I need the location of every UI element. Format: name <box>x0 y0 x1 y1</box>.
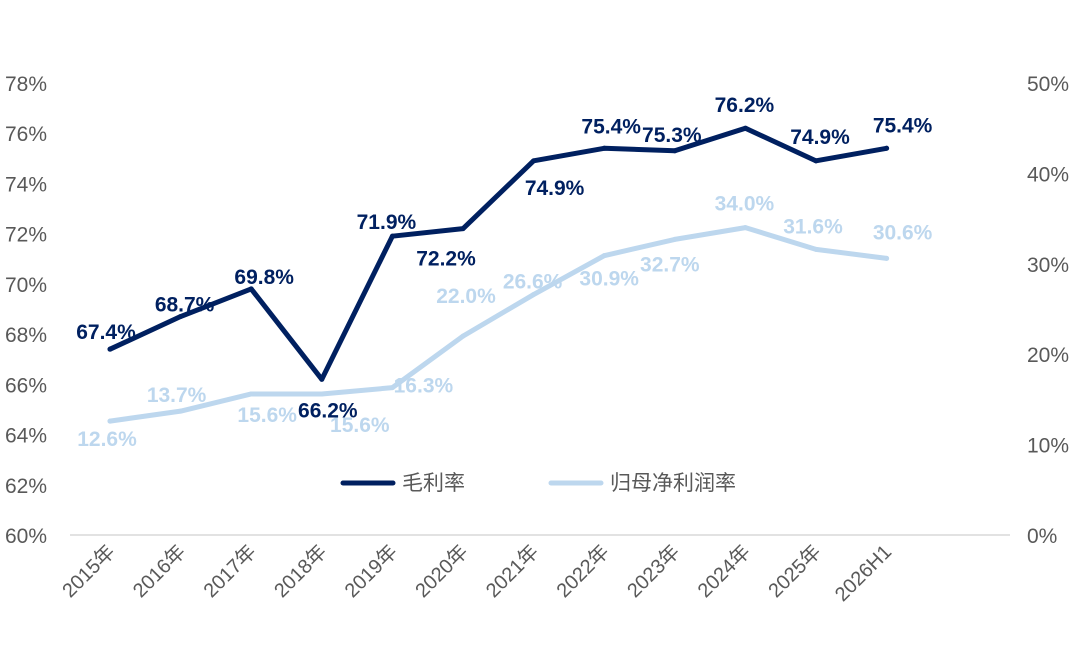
legend-label-gross-margin: 毛利率 <box>402 471 465 495</box>
gross-margin-data-label: 76.2% <box>715 94 775 117</box>
series-layer: 12.6%13.7%15.6% 15.6%16.3%22.0%26.6% 30.9%… <box>76 94 932 451</box>
right-tick-label: 10% <box>1027 435 1069 458</box>
net-margin-data-label: 13.7% <box>147 384 207 407</box>
gross-margin-data-label: 68.7% <box>155 294 215 317</box>
left-tick-label: 68% <box>5 324 47 347</box>
gross-margin-data-label: 75.4% <box>873 114 933 137</box>
net-margin-data-label: 31.6% <box>783 215 843 238</box>
x-tick-label: 2019年 <box>340 540 402 602</box>
legend: 毛利率 归母净利润率 <box>340 471 736 495</box>
x-tick-label: 2022年 <box>552 540 614 602</box>
gross-margin-data-label: 67.4% <box>76 321 136 344</box>
net-margin-data-label: 26.6% <box>503 271 563 294</box>
net-margin-point <box>389 385 395 391</box>
x-tick-label: 2015年 <box>58 540 120 602</box>
net-margin-point <box>248 391 254 397</box>
right-tick-label: 20% <box>1027 344 1069 367</box>
net-margin-point <box>107 418 113 424</box>
net-margin-point <box>884 255 890 261</box>
net-margin-point <box>742 225 748 231</box>
gross-margin-point <box>107 346 113 352</box>
right-y-axis: 0% 10% 20% 30% 40% 50% <box>1027 73 1069 548</box>
gross-margin-data-label: 69.8% <box>234 266 294 289</box>
left-tick-label: 64% <box>5 425 47 448</box>
left-tick-label: 74% <box>5 173 47 196</box>
gross-margin-point <box>742 125 748 131</box>
net-margin-data-label: 16.3% <box>394 375 454 398</box>
net-margin-point <box>601 253 607 259</box>
x-tick-label: 2017年 <box>199 540 261 602</box>
gross-margin-point <box>319 376 325 382</box>
net-margin-data-label: 32.7% <box>640 253 700 276</box>
gross-margin-point <box>178 314 184 320</box>
x-tick-label: 2021年 <box>481 540 543 602</box>
x-tick-label: 2026H1 <box>831 541 896 606</box>
right-tick-label: 50% <box>1027 73 1069 96</box>
gross-margin-point <box>884 145 890 151</box>
net-margin-data-label: 30.6% <box>873 221 933 244</box>
left-tick-label: 78% <box>5 73 47 96</box>
net-margin-data-label: 15.6% <box>330 414 390 437</box>
x-axis: 2015年 2016年 2017年 2018年 2019年 2020年 2021年 2022年… <box>58 540 896 606</box>
gross-margin-point <box>531 158 537 164</box>
net-margin-point <box>319 391 325 397</box>
left-y-axis: 60% 62% 64% 66% 68% 70% 72% 74% 76% 78% <box>5 73 47 548</box>
gross-margin-data-label: 75.4% <box>581 115 641 138</box>
net-margin-point <box>531 292 537 298</box>
right-tick-label: 30% <box>1027 254 1069 277</box>
left-tick-label: 62% <box>5 475 47 498</box>
net-margin-point <box>178 408 184 414</box>
x-tick-label: 2023年 <box>622 540 684 602</box>
x-tick-label: 2016年 <box>128 540 190 602</box>
left-tick-label: 60% <box>5 525 47 548</box>
x-tick-label: 2024年 <box>693 540 755 602</box>
right-tick-label: 0% <box>1027 525 1057 548</box>
gross-margin-point <box>601 145 607 151</box>
gross-margin-data-label: 75.3% <box>642 124 702 147</box>
series-line-net-margin <box>107 225 890 424</box>
gross-margin-data-label: 72.2% <box>416 248 476 271</box>
series-line-gross-margin <box>107 125 890 382</box>
gross-margin-point <box>813 158 819 164</box>
gross-margin-data-label: 71.9% <box>357 211 417 234</box>
x-tick-label: 2020年 <box>411 540 473 602</box>
gross-margin-point <box>389 233 395 239</box>
x-tick-label: 2018年 <box>269 540 331 602</box>
net-margin-point <box>460 333 466 339</box>
net-margin-data-label: 12.6% <box>77 428 137 451</box>
left-tick-label: 72% <box>5 224 47 247</box>
net-margin-data-label: 22.0% <box>436 285 496 308</box>
left-tick-label: 66% <box>5 374 47 397</box>
gross-margin-point <box>248 286 254 292</box>
net-margin-point <box>813 246 819 252</box>
net-margin-data-label: 30.9% <box>579 268 639 291</box>
net-margin-data-label: 34.0% <box>715 193 775 216</box>
legend-label-net-margin: 归母净利润率 <box>610 471 736 495</box>
gross-margin-point <box>672 148 678 154</box>
right-tick-label: 40% <box>1027 163 1069 186</box>
net-margin-point <box>672 236 678 242</box>
gross-margin-point <box>460 226 466 232</box>
gross-margin-data-label: 74.9% <box>790 126 850 149</box>
left-tick-label: 70% <box>5 274 47 297</box>
x-tick-label: 2025年 <box>764 540 826 602</box>
left-tick-label: 76% <box>5 123 47 146</box>
gross-margin-data-label: 74.9% <box>525 177 585 200</box>
gross-margin-data-label: 66.2% <box>298 399 358 422</box>
net-margin-data-label: 15.6% <box>237 404 297 427</box>
